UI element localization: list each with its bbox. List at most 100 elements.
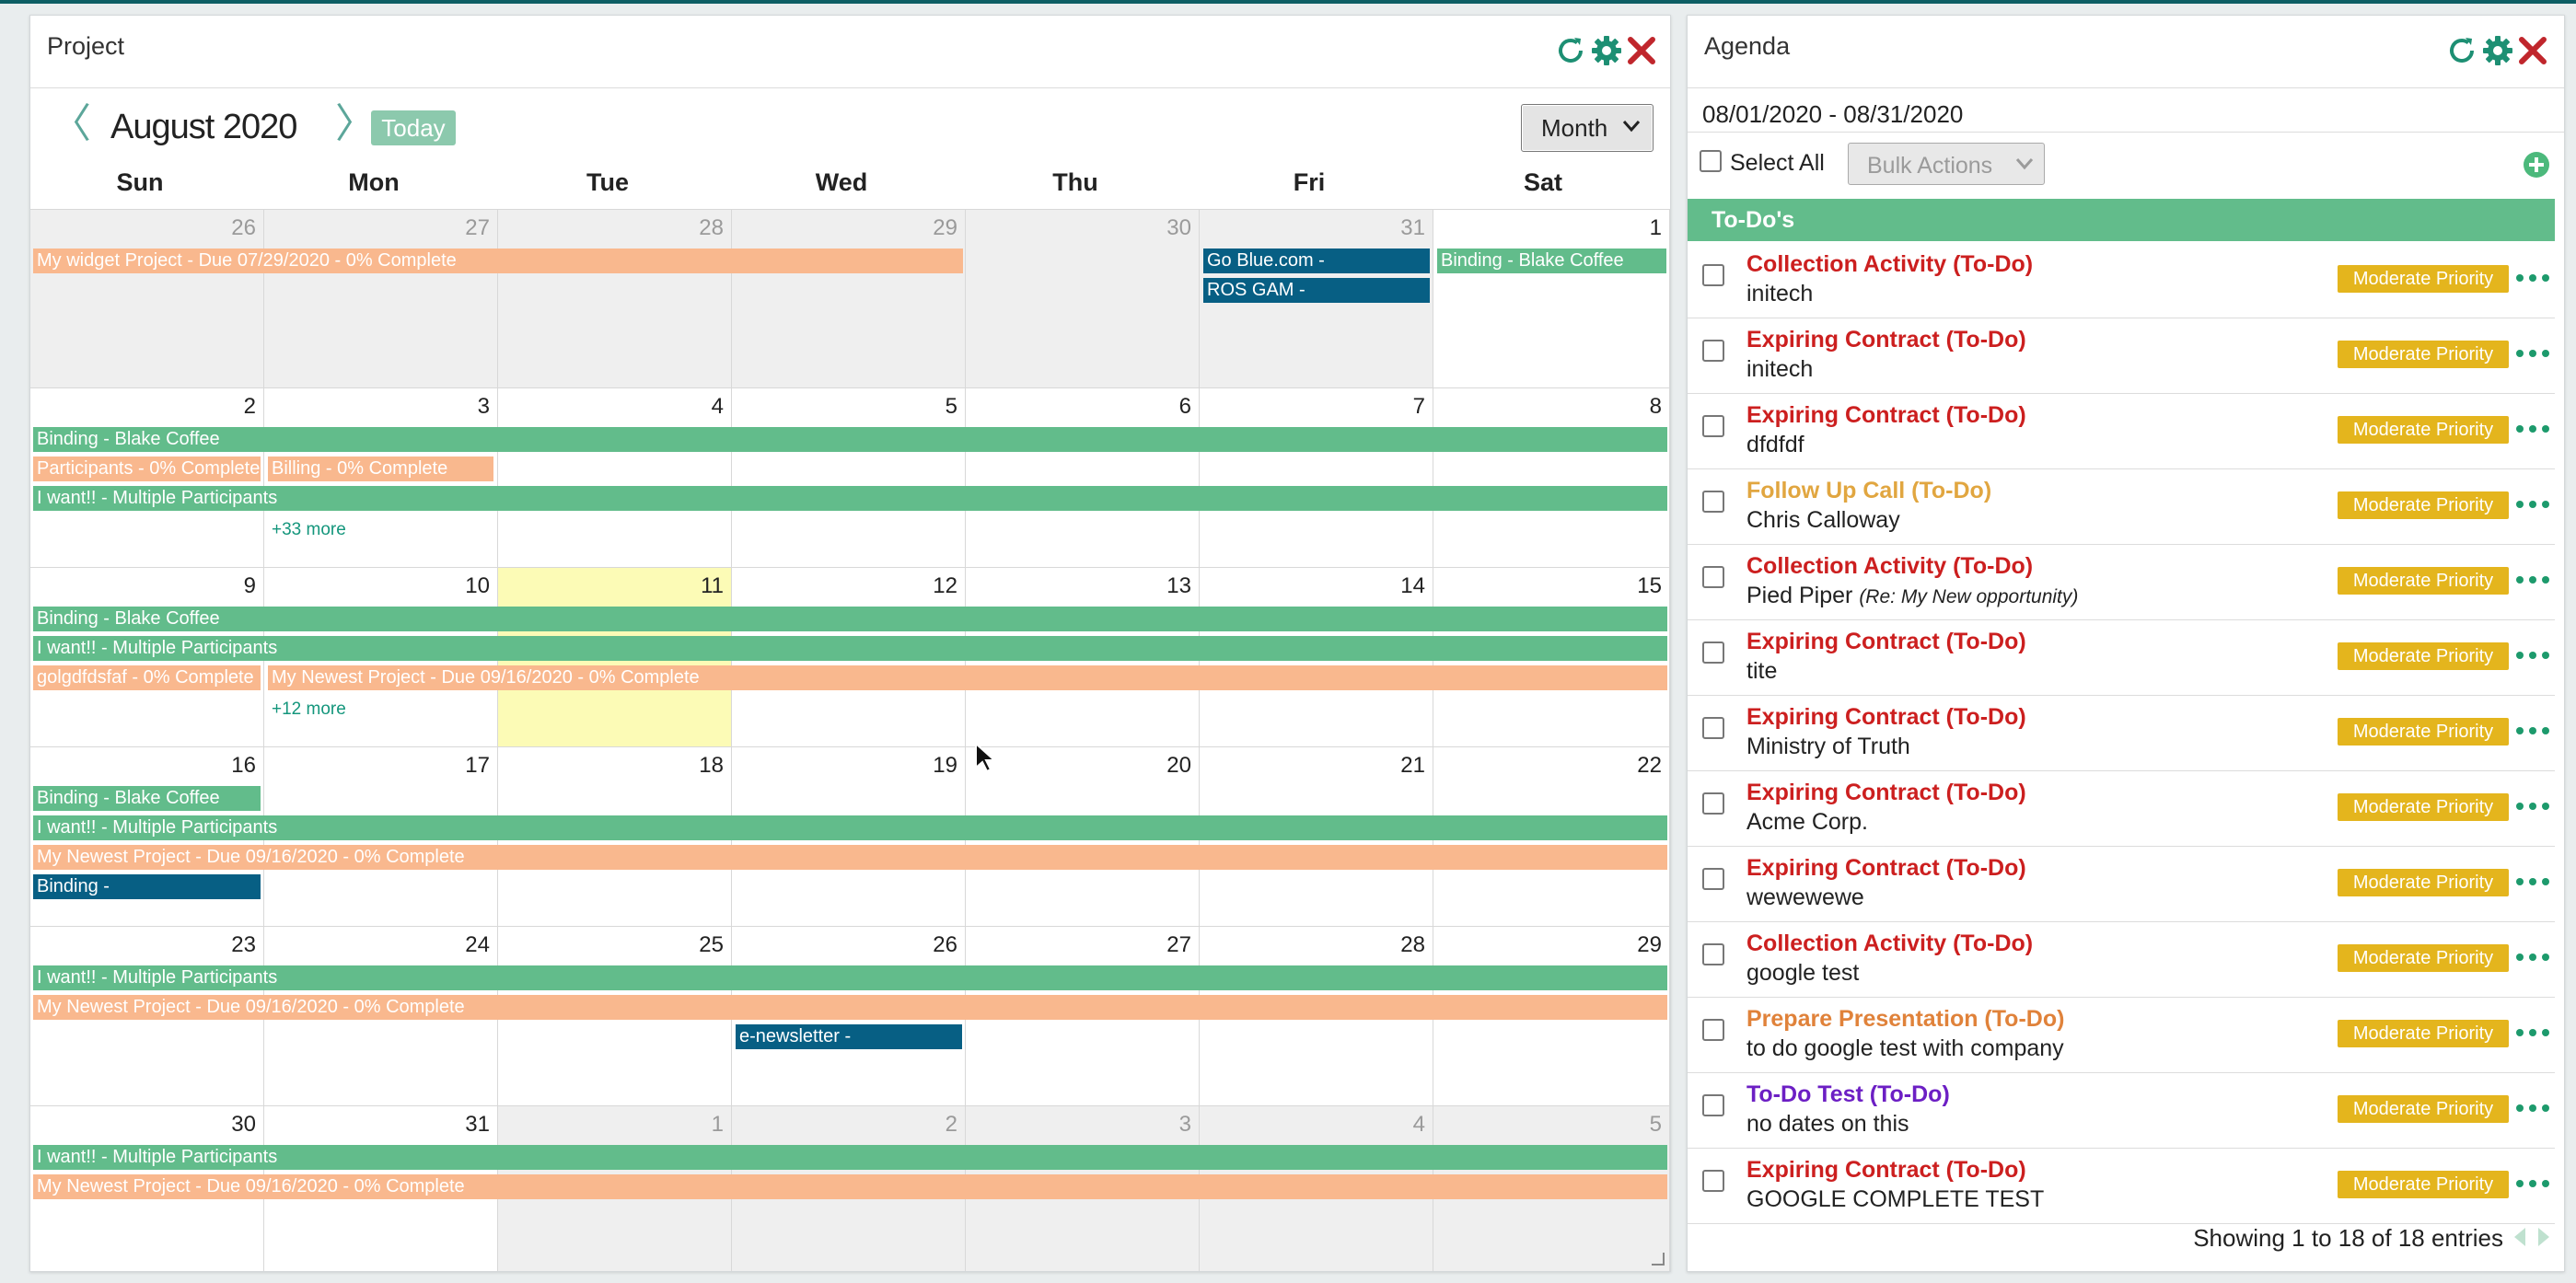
agenda-item-title[interactable]: Expiring Contract (To-Do) bbox=[1746, 780, 2026, 805]
agenda-row[interactable]: Expiring Contract (To-Do) initech Moderate… bbox=[1688, 318, 2555, 394]
calendar-event[interactable]: My Newest Project - Due 09/16/2020 - 0% … bbox=[268, 665, 1667, 690]
prev-month-button[interactable]: 〈 bbox=[51, 101, 91, 146]
agenda-item-title[interactable]: Collection Activity (To-Do) bbox=[1746, 553, 2034, 579]
agenda-row[interactable]: Expiring Contract (To-Do) wewewewe Moderat… bbox=[1688, 846, 2555, 922]
row-checkbox[interactable] bbox=[1702, 642, 1724, 664]
row-checkbox[interactable] bbox=[1702, 566, 1724, 588]
day-cell[interactable]: 6 bbox=[966, 388, 1200, 568]
day-cell[interactable]: 1 bbox=[1433, 209, 1670, 388]
more-options-icon[interactable] bbox=[2514, 943, 2551, 971]
agenda-row[interactable]: Expiring Contract (To-Do) tite Moderate Pr… bbox=[1688, 619, 2555, 696]
agenda-item-title[interactable]: Expiring Contract (To-Do) bbox=[1746, 1157, 2026, 1183]
next-month-button[interactable]: 〉 bbox=[335, 101, 376, 146]
more-options-icon[interactable] bbox=[2514, 1170, 2551, 1197]
agenda-row[interactable]: Expiring Contract (To-Do) Ministry of Tru… bbox=[1688, 695, 2555, 771]
more-events-link[interactable]: +33 more bbox=[272, 520, 346, 539]
select-all-checkbox[interactable] bbox=[1700, 150, 1722, 172]
calendar-event[interactable]: My widget Project - Due 07/29/2020 - 0% … bbox=[33, 249, 963, 273]
row-checkbox[interactable] bbox=[1702, 491, 1724, 513]
agenda-item-title[interactable]: Follow Up Call (To-Do) bbox=[1746, 478, 1992, 503]
refresh-icon[interactable] bbox=[1554, 34, 1587, 67]
day-cell[interactable]: 26 bbox=[30, 209, 264, 388]
day-cell[interactable]: 5 bbox=[732, 388, 966, 568]
agenda-row[interactable]: Expiring Contract (To-Do) dfdfdf Moderate … bbox=[1688, 393, 2555, 469]
day-cell[interactable]: 7 bbox=[1200, 388, 1433, 568]
row-checkbox[interactable] bbox=[1702, 1019, 1724, 1041]
day-cell[interactable]: 29 bbox=[732, 209, 966, 388]
calendar-event[interactable]: I want!! - Multiple Participants bbox=[33, 965, 1667, 990]
agenda-row[interactable]: Collection Activity (To-Do) initech Modera… bbox=[1688, 242, 2555, 318]
calendar-event[interactable]: My Newest Project - Due 09/16/2020 - 0% … bbox=[33, 845, 1667, 870]
day-cell[interactable]: 4 bbox=[498, 388, 732, 568]
agenda-item-title[interactable]: Expiring Contract (To-Do) bbox=[1746, 402, 2026, 428]
gear-icon[interactable] bbox=[1590, 34, 1623, 67]
more-options-icon[interactable] bbox=[2514, 415, 2551, 443]
calendar-event[interactable]: Binding - bbox=[33, 874, 261, 899]
prev-page-icon[interactable] bbox=[2511, 1225, 2529, 1249]
row-checkbox[interactable] bbox=[1702, 264, 1724, 286]
close-icon[interactable] bbox=[2516, 34, 2549, 67]
more-options-icon[interactable] bbox=[2514, 566, 2551, 594]
more-events-link[interactable]: +12 more bbox=[272, 699, 346, 719]
more-options-icon[interactable] bbox=[2514, 717, 2551, 745]
day-cell[interactable]: 30 bbox=[966, 209, 1200, 388]
calendar-event[interactable]: golgdfdsfaf - 0% Complete bbox=[33, 665, 261, 690]
today-button[interactable]: Today bbox=[371, 110, 456, 145]
agenda-row[interactable]: Prepare Presentation (To-Do) to do google… bbox=[1688, 997, 2555, 1073]
agenda-row[interactable]: Expiring Contract (To-Do) Acme Corp. Moder… bbox=[1688, 770, 2555, 847]
calendar-event[interactable]: I want!! - Multiple Participants bbox=[33, 636, 1667, 661]
agenda-item-title[interactable]: Expiring Contract (To-Do) bbox=[1746, 704, 2026, 730]
agenda-item-title[interactable]: Expiring Contract (To-Do) bbox=[1746, 327, 2026, 353]
more-options-icon[interactable] bbox=[2514, 868, 2551, 896]
row-checkbox[interactable] bbox=[1702, 792, 1724, 815]
row-checkbox[interactable] bbox=[1702, 1170, 1724, 1192]
gear-icon[interactable] bbox=[2481, 34, 2514, 67]
calendar-event[interactable]: I want!! - Multiple Participants bbox=[33, 1145, 1667, 1170]
more-options-icon[interactable] bbox=[2514, 264, 2551, 292]
agenda-item-title[interactable]: Expiring Contract (To-Do) bbox=[1746, 629, 2026, 654]
calendar-event[interactable]: ROS GAM - bbox=[1203, 278, 1430, 303]
calendar-event[interactable]: Binding - Blake Coffee bbox=[33, 607, 1667, 631]
row-checkbox[interactable] bbox=[1702, 717, 1724, 739]
calendar-event[interactable]: I want!! - Multiple Participants bbox=[33, 815, 1667, 840]
calendar-event[interactable]: Binding - Blake Coffee bbox=[1437, 249, 1666, 273]
agenda-row[interactable]: Follow Up Call (To-Do) Chris Calloway Mode… bbox=[1688, 468, 2555, 545]
agenda-row[interactable]: Collection Activity (To-Do) google test Mo… bbox=[1688, 921, 2555, 998]
row-checkbox[interactable] bbox=[1702, 1094, 1724, 1116]
todos-section-header[interactable]: To-Do's bbox=[1688, 199, 2555, 241]
row-checkbox[interactable] bbox=[1702, 340, 1724, 362]
more-options-icon[interactable] bbox=[2514, 491, 2551, 518]
day-cell[interactable]: 8 bbox=[1433, 388, 1670, 568]
close-icon[interactable] bbox=[1625, 34, 1658, 67]
agenda-item-title[interactable]: Prepare Presentation (To-Do) bbox=[1746, 1006, 2065, 1032]
agenda-item-title[interactable]: Collection Activity (To-Do) bbox=[1746, 251, 2034, 277]
row-checkbox[interactable] bbox=[1702, 943, 1724, 965]
more-options-icon[interactable] bbox=[2514, 642, 2551, 669]
view-select[interactable]: Month bbox=[1521, 104, 1654, 152]
more-options-icon[interactable] bbox=[2514, 1019, 2551, 1046]
calendar-event[interactable]: Participants - 0% Complete bbox=[33, 457, 261, 481]
row-checkbox[interactable] bbox=[1702, 868, 1724, 890]
calendar-event[interactable]: Binding - Blake Coffee bbox=[33, 786, 261, 811]
agenda-row[interactable]: Expiring Contract (To-Do) GOOGLE COMPLETE… bbox=[1688, 1148, 2555, 1224]
more-options-icon[interactable] bbox=[2514, 340, 2551, 367]
agenda-row[interactable]: Collection Activity (To-Do) Pied Piper (R… bbox=[1688, 544, 2555, 620]
day-cell[interactable]: 28 bbox=[498, 209, 732, 388]
calendar-event[interactable]: Go Blue.com - bbox=[1203, 249, 1430, 273]
calendar-event[interactable]: My Newest Project - Due 09/16/2020 - 0% … bbox=[33, 1174, 1667, 1199]
refresh-icon[interactable] bbox=[2445, 34, 2478, 67]
agenda-item-title[interactable]: Collection Activity (To-Do) bbox=[1746, 930, 2034, 956]
agenda-item-title[interactable]: To-Do Test (To-Do) bbox=[1746, 1081, 1950, 1107]
add-icon[interactable] bbox=[2522, 150, 2551, 179]
day-cell[interactable]: 27 bbox=[264, 209, 498, 388]
agenda-row[interactable]: To-Do Test (To-Do) no dates on this Modera… bbox=[1688, 1072, 2555, 1149]
more-options-icon[interactable] bbox=[2514, 792, 2551, 820]
resize-handle[interactable] bbox=[1652, 1253, 1665, 1266]
calendar-event[interactable]: Billing - 0% Complete bbox=[268, 457, 493, 481]
calendar-event[interactable]: I want!! - Multiple Participants bbox=[33, 486, 1667, 511]
calendar-event[interactable]: e-newsletter - bbox=[736, 1024, 962, 1049]
agenda-item-title[interactable]: Expiring Contract (To-Do) bbox=[1746, 855, 2026, 881]
row-checkbox[interactable] bbox=[1702, 415, 1724, 437]
bulk-actions-select[interactable]: Bulk Actions bbox=[1848, 143, 2045, 185]
next-page-icon[interactable] bbox=[2535, 1225, 2553, 1249]
